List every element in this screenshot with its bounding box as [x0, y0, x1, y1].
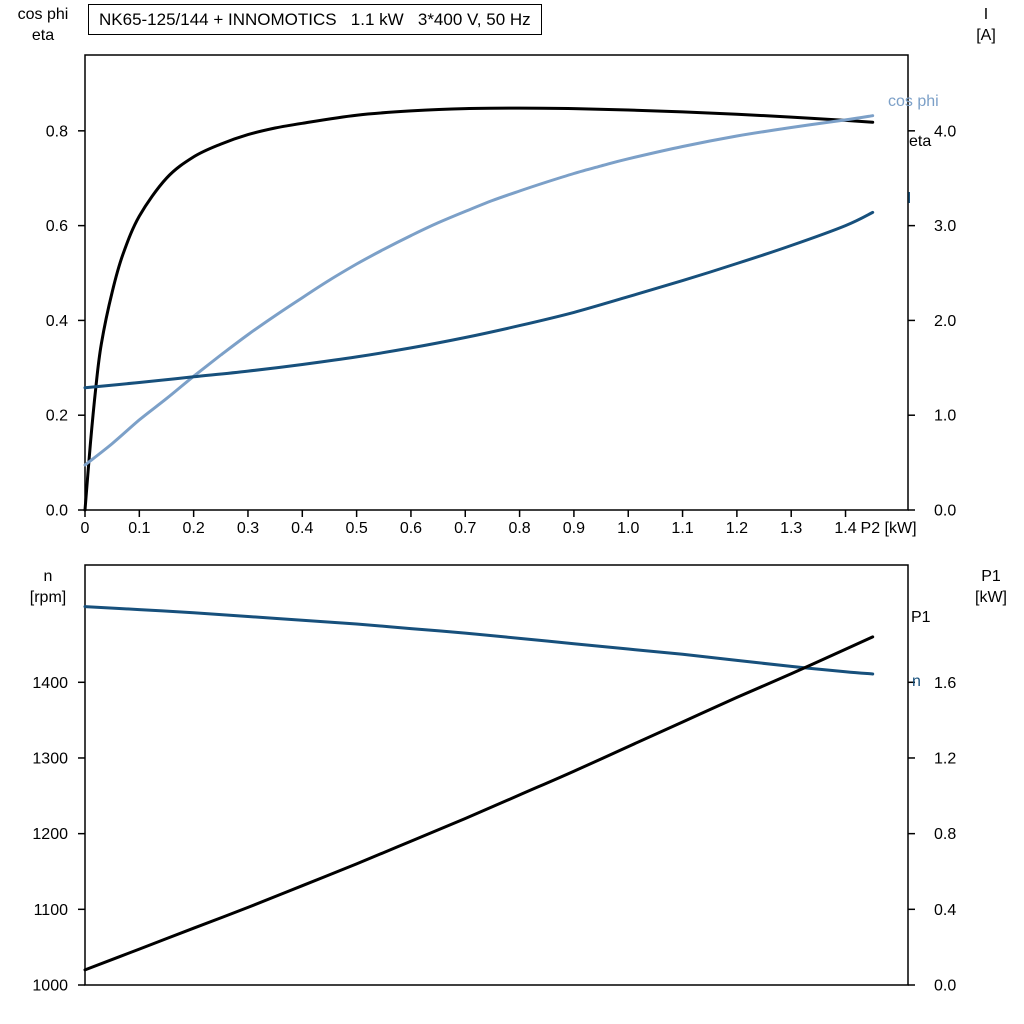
curve-eta — [83, 106, 875, 512]
curve-label-cos-phi: cos phi — [888, 93, 939, 110]
x-tick-label: 0.7 — [454, 520, 476, 537]
curve-label-speed: n — [912, 673, 921, 690]
axis-title-line: cos phi — [17, 6, 69, 23]
right-tick-label: 2.0 — [934, 313, 956, 330]
right-tick-label: 0.0 — [934, 503, 956, 520]
axis-title-line: eta — [31, 27, 55, 44]
x-tick-label: 0 — [81, 520, 90, 537]
bottom-left-axis-title: n [rpm] — [16, 566, 80, 608]
axis-title-line: [kW] — [975, 589, 1007, 606]
axis-title-line: [rpm] — [29, 589, 67, 606]
x-tick-label: 1.4 — [834, 520, 856, 537]
bottom-right-axis-title: P1 [kW] — [962, 566, 1020, 608]
x-tick-label: 0.9 — [563, 520, 585, 537]
left-tick-label: 1100 — [34, 902, 69, 919]
axis-title-line: P1 — [981, 568, 1001, 585]
x-tick-label: 1.0 — [617, 520, 639, 537]
x-tick-label: 0.1 — [128, 520, 150, 537]
x-tick-label: 1.1 — [671, 520, 693, 537]
right-tick-label: 0.4 — [934, 902, 956, 919]
left-tick-label: 1300 — [32, 750, 68, 767]
curve-label-p1: P1 — [911, 609, 931, 626]
x-tick-label: 0.8 — [508, 520, 530, 537]
axis-title-line: n — [43, 568, 53, 585]
x-axis-label: P2 [kW] — [861, 520, 917, 537]
x-tick-label: 0.5 — [345, 520, 367, 537]
x-tick-label: 1.2 — [726, 520, 748, 537]
curve-n — [83, 605, 875, 676]
axis-title-line: I — [983, 6, 989, 23]
right-tick-label: 1.2 — [934, 750, 956, 767]
curve-label-current: I — [907, 190, 912, 207]
top-right-axis-title: I [A] — [956, 4, 1016, 46]
plot-frame — [84, 564, 909, 986]
curve-i — [83, 210, 875, 390]
right-tick-label: 0.0 — [934, 978, 956, 995]
curve-p1 — [83, 635, 875, 972]
plot-frame — [84, 54, 909, 511]
x-tick-label: 1.3 — [780, 520, 802, 537]
x-tick-label: 0.6 — [400, 520, 422, 537]
left-tick-label: 1200 — [32, 826, 68, 843]
left-tick-label: 1400 — [32, 675, 68, 692]
left-tick-label: 1000 — [32, 978, 68, 995]
right-tick-label: 1.0 — [934, 408, 956, 425]
chart-0: 0.0 0.2 0.4 0.6 0.8 0.0 1.0 2.0 3.0 4.0 0 0.1 0.2 0.3… — [46, 54, 956, 537]
right-tick-label: 0.8 — [934, 826, 956, 843]
axis-title-line: [A] — [976, 27, 996, 44]
chart-title: NK65-125/144 + INNOMOTICS 1.1 kW 3*400 V… — [88, 4, 542, 35]
top-left-axis-title: cos phi eta — [4, 4, 82, 46]
right-tick-label: 3.0 — [934, 218, 956, 235]
chart-1: 1000 1100 1200 1300 1400 0.0 0.4 0.8 1.2 1.6 — [32, 564, 956, 995]
curve-cos-phi — [83, 114, 875, 467]
left-tick-label: 0.0 — [46, 503, 68, 520]
left-tick-label: 0.6 — [46, 218, 68, 235]
curve-label-eta: eta — [909, 133, 932, 150]
right-tick-label: 1.6 — [934, 675, 956, 692]
x-tick-label: 0.3 — [237, 520, 259, 537]
left-tick-label: 0.8 — [46, 123, 68, 140]
left-tick-label: 0.4 — [46, 313, 68, 330]
right-tick-label: 4.0 — [934, 123, 956, 140]
left-tick-label: 0.2 — [46, 408, 68, 425]
x-tick-label: 0.4 — [291, 520, 313, 537]
x-tick-label: 0.2 — [183, 520, 205, 537]
